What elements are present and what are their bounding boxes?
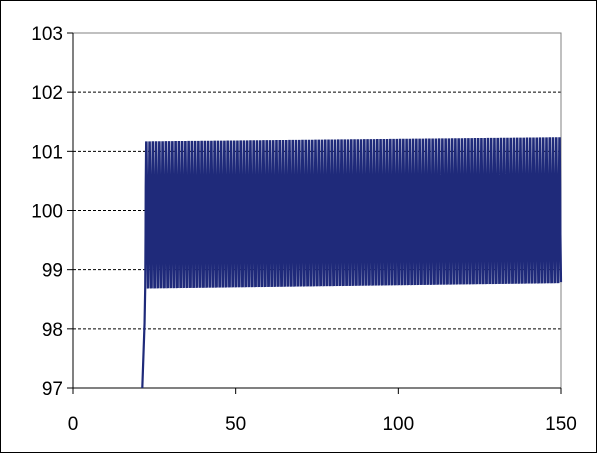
y-tick-labels: 97 98 99 100 101 102 103 (31, 24, 63, 400)
y-tick-label: 97 (42, 379, 63, 400)
axis-lines (72, 33, 561, 389)
y-tick-label: 103 (31, 24, 63, 45)
y-tick-label: 100 (31, 202, 63, 223)
series-line (141, 137, 563, 389)
y-tick-label: 98 (42, 320, 63, 341)
x-tick-label: 100 (382, 414, 414, 435)
y-tick-label: 102 (31, 83, 63, 104)
x-tick-label: 0 (68, 414, 79, 435)
y-tick-label: 101 (31, 142, 63, 163)
x-tick-label: 50 (225, 414, 246, 435)
y-tick-label: 99 (42, 261, 63, 282)
x-tick-labels: 0 50 100 150 (68, 414, 577, 435)
x-tick-label: 150 (545, 414, 577, 435)
axes (67, 32, 562, 394)
